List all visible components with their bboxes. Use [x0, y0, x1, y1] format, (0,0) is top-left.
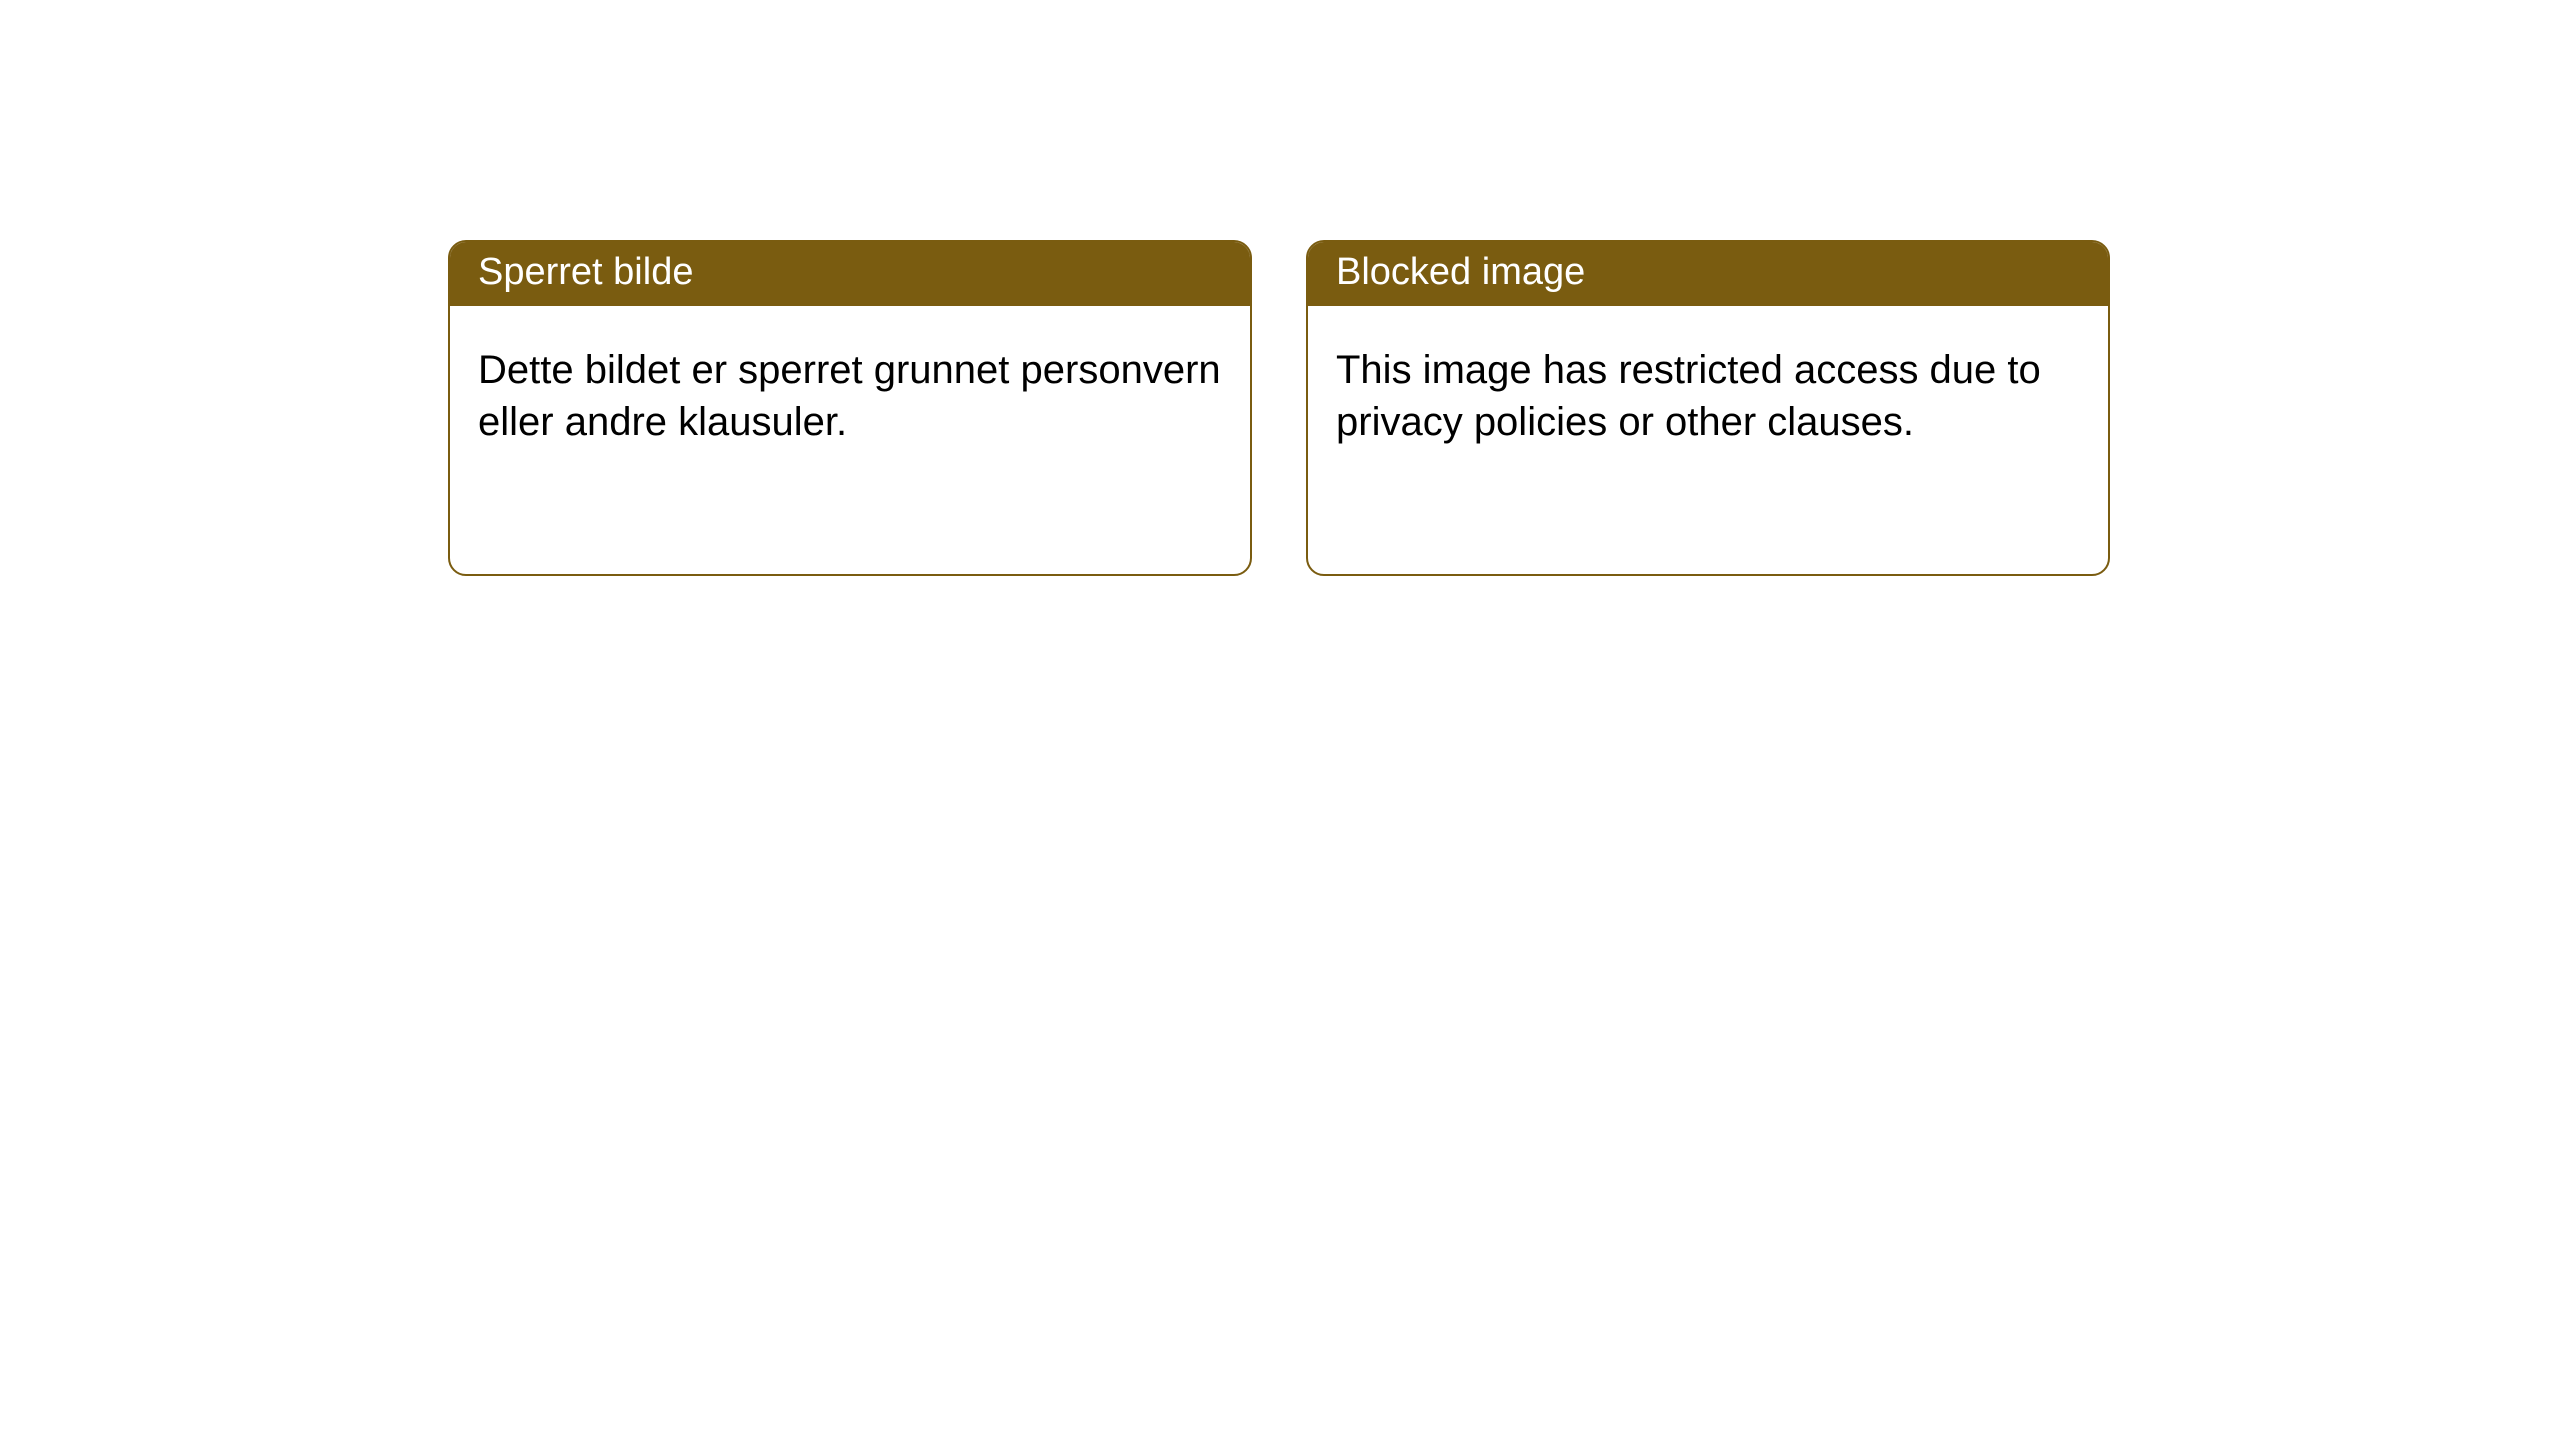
card-header: Sperret bilde	[450, 242, 1250, 306]
card-header: Blocked image	[1308, 242, 2108, 306]
blocked-image-card-no: Sperret bilde Dette bildet er sperret gr…	[448, 240, 1252, 576]
blocked-image-card-en: Blocked image This image has restricted …	[1306, 240, 2110, 576]
cards-container: Sperret bilde Dette bildet er sperret gr…	[0, 0, 2560, 576]
card-body: Dette bildet er sperret grunnet personve…	[450, 306, 1250, 476]
card-body: This image has restricted access due to …	[1308, 306, 2108, 476]
